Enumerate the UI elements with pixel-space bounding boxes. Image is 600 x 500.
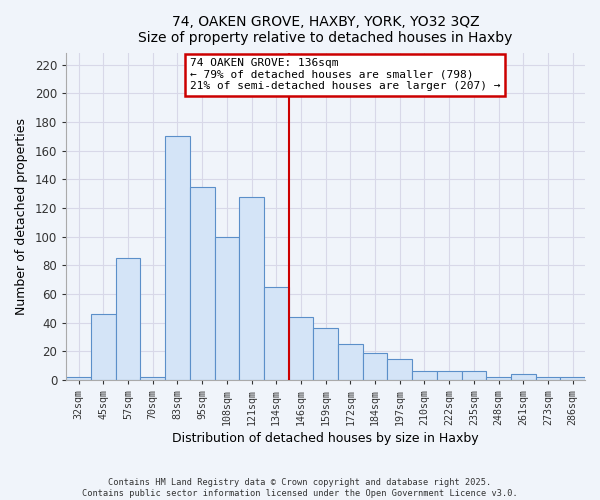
Bar — [536, 377, 560, 380]
Y-axis label: Number of detached properties: Number of detached properties — [15, 118, 28, 315]
Bar — [215, 236, 239, 380]
Bar — [412, 372, 437, 380]
Bar — [461, 372, 486, 380]
Bar — [388, 358, 412, 380]
Title: 74, OAKEN GROVE, HAXBY, YORK, YO32 3QZ
Size of property relative to detached hou: 74, OAKEN GROVE, HAXBY, YORK, YO32 3QZ S… — [139, 15, 513, 45]
Bar — [239, 196, 264, 380]
Bar — [338, 344, 363, 380]
Bar — [116, 258, 140, 380]
Bar — [67, 377, 91, 380]
Text: 74 OAKEN GROVE: 136sqm
← 79% of detached houses are smaller (798)
21% of semi-de: 74 OAKEN GROVE: 136sqm ← 79% of detached… — [190, 58, 500, 92]
Bar — [289, 317, 313, 380]
Bar — [264, 287, 289, 380]
Bar — [560, 377, 585, 380]
Bar — [91, 314, 116, 380]
Bar — [437, 372, 461, 380]
Bar — [165, 136, 190, 380]
Bar — [363, 353, 388, 380]
Bar — [140, 377, 165, 380]
Bar — [313, 328, 338, 380]
X-axis label: Distribution of detached houses by size in Haxby: Distribution of detached houses by size … — [172, 432, 479, 445]
Bar — [511, 374, 536, 380]
Bar — [190, 186, 215, 380]
Bar — [486, 377, 511, 380]
Text: Contains HM Land Registry data © Crown copyright and database right 2025.
Contai: Contains HM Land Registry data © Crown c… — [82, 478, 518, 498]
